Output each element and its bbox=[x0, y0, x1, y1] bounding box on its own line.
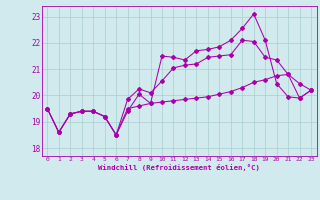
X-axis label: Windchill (Refroidissement éolien,°C): Windchill (Refroidissement éolien,°C) bbox=[98, 164, 260, 171]
